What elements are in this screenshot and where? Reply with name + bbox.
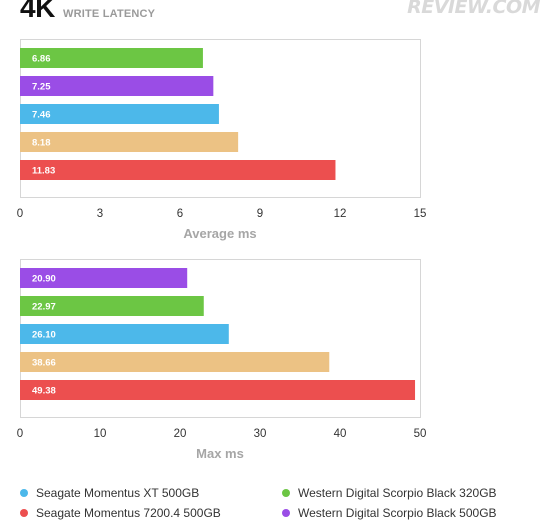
bar-value-label: 38.66	[32, 358, 56, 369]
legend-item-seagate-7200: Seagate Momentus 7200.4 500GB	[20, 506, 221, 520]
chart-title: 4K	[20, 0, 55, 23]
bar	[20, 352, 330, 372]
legend-swatch	[282, 489, 290, 497]
x-tick-label: 6	[177, 208, 183, 220]
x-tick-label: 15	[414, 208, 427, 220]
bar	[20, 160, 336, 180]
x-tick-label: 0	[17, 428, 23, 440]
bar	[20, 296, 204, 316]
bar-value-label: 7.25	[32, 82, 51, 93]
bar	[20, 48, 203, 68]
x-tick-label: 3	[97, 208, 103, 220]
x-tick-label: 50	[414, 428, 427, 440]
legend-swatch	[282, 509, 290, 517]
x-tick-label: 12	[334, 208, 347, 220]
legend-item-seagate-xt: Seagate Momentus XT 500GB	[20, 486, 199, 500]
bar	[20, 324, 229, 344]
bar-value-label: 20.90	[32, 274, 56, 285]
chart-header: 4K WRITE LATENCY REVIEW.COM	[18, 0, 548, 24]
legend-swatch	[20, 509, 28, 517]
legend-label: Seagate Momentus XT 500GB	[36, 486, 200, 500]
bar	[20, 380, 416, 400]
x-tick-label: 9	[257, 208, 263, 220]
x-tick-label: 40	[334, 428, 347, 440]
legend-item-wd-500: Western Digital Scorpio Black 500GB	[282, 506, 497, 520]
legend-label: Seagate Momentus 7200.4 500GB	[36, 506, 221, 520]
bar	[20, 76, 214, 96]
x-axis-label: Average ms	[183, 226, 256, 241]
x-axis-label: Max ms	[196, 446, 244, 461]
x-tick-label: 20	[174, 428, 187, 440]
chart-subtitle: WRITE LATENCY	[63, 8, 156, 20]
x-tick-label: 30	[254, 428, 267, 440]
site-logo: REVIEW.COM	[407, 0, 540, 18]
legend-swatch	[20, 489, 28, 497]
legend-label: Western Digital Scorpio Black 320GB	[298, 486, 497, 500]
bar-value-label: 7.46	[32, 110, 51, 121]
legend-item-wd-320: Western Digital Scorpio Black 320GB	[282, 486, 497, 500]
bar	[20, 268, 188, 288]
bar-value-label: 49.38	[32, 386, 56, 397]
bar-value-label: 26.10	[32, 330, 56, 341]
x-tick-label: 10	[94, 428, 107, 440]
legend-label: Western Digital Scorpio Black 500GB	[298, 506, 497, 520]
bar-value-label: 11.83	[32, 166, 55, 177]
bar	[20, 104, 219, 124]
x-tick-label: 0	[17, 208, 23, 220]
bar-value-label: 22.97	[32, 302, 56, 313]
bar-value-label: 8.18	[32, 138, 51, 149]
bar-value-label: 6.86	[32, 54, 51, 65]
bar	[20, 132, 239, 152]
